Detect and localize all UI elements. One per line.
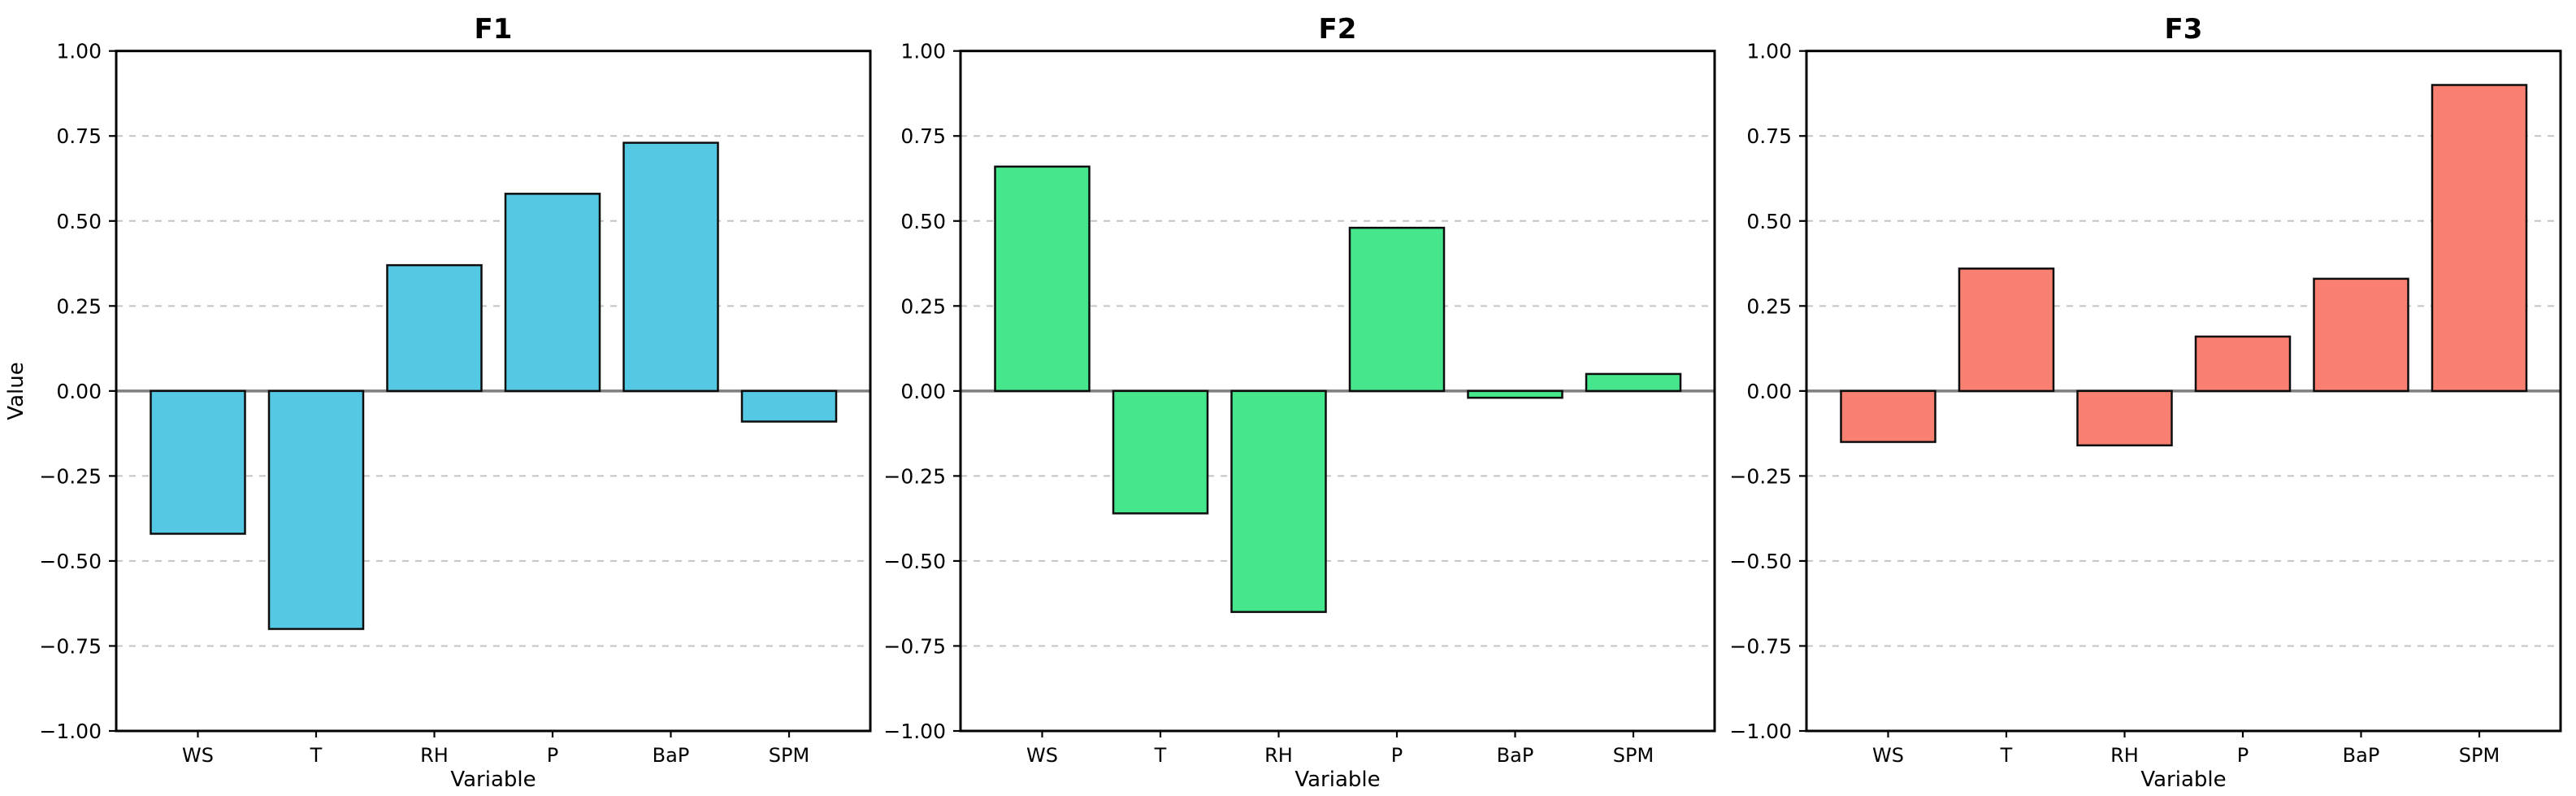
y-tick-label: 0.25 — [1746, 294, 1792, 318]
y-tick-label: −0.50 — [883, 550, 946, 573]
x-tick-label: T — [310, 744, 323, 767]
bar-spm — [1585, 372, 1682, 393]
bar-rh — [1230, 389, 1327, 613]
x-tick-label: BaP — [2343, 744, 2380, 767]
chart-panel-f1: F1 Variable Value 1.00 0.75 0.50 0.25 0.00 −0… — [4, 13, 872, 792]
x-tick-label: SPM — [2459, 744, 2500, 767]
y-tick-label: 0.00 — [900, 380, 946, 403]
x-axis-label: Variable — [450, 768, 536, 792]
bar-bap — [1467, 389, 1563, 399]
bar-rh — [386, 263, 483, 393]
y-tick-label: 0.50 — [1746, 210, 1792, 233]
x-axis-label: Variable — [1295, 768, 1380, 792]
y-tick-label: 0.25 — [900, 294, 946, 318]
x-tick-label: RH — [420, 744, 449, 767]
y-tick-label: −0.25 — [39, 464, 102, 488]
plot-area: 1.00 0.75 0.50 0.25 0.00 −0.25 −0.50 −0.75 −1.00… — [39, 40, 872, 767]
chart-panel-f3: F3 Variable 1.00 0.75 0.50 0.25 0.00 −0.25 −0.… — [1729, 13, 2562, 792]
y-tick-label: −1.00 — [1729, 720, 1792, 743]
bar-spm — [740, 389, 838, 423]
y-tick-label: 0.50 — [56, 210, 102, 233]
bar-bap — [622, 141, 719, 393]
chart-title: F3 — [2165, 13, 2203, 46]
y-tick-label: −0.50 — [1729, 550, 1792, 573]
bar-bap — [2313, 277, 2409, 393]
y-tick-label: 0.25 — [56, 294, 102, 318]
bar-p — [504, 193, 601, 393]
x-tick-label: BaP — [1497, 744, 1534, 767]
bar-ws — [1840, 389, 1936, 443]
x-tick-label: P — [1391, 744, 1403, 767]
x-tick-label: RH — [1264, 744, 1293, 767]
y-tick-label: −0.75 — [883, 634, 946, 658]
x-tick-label: T — [2000, 744, 2013, 767]
y-tick-label: −0.25 — [883, 464, 946, 488]
chart-title: F1 — [475, 13, 513, 46]
y-tick-label: 0.50 — [900, 210, 946, 233]
x-tick-label: P — [547, 744, 558, 767]
x-tick-label: WS — [1026, 744, 1058, 767]
y-tick-label: −0.50 — [39, 550, 102, 573]
y-tick-label: −0.75 — [39, 634, 102, 658]
bar-ws — [150, 389, 246, 535]
bar-spm — [2431, 84, 2528, 393]
bar-ws — [994, 165, 1091, 393]
chart-title: F2 — [1319, 13, 1357, 46]
y-tick-label: 0.00 — [56, 380, 102, 403]
y-tick-label: 0.00 — [1746, 380, 1792, 403]
y-tick-label: 0.75 — [56, 124, 102, 148]
y-tick-label: −1.00 — [39, 720, 102, 743]
x-tick-label: WS — [182, 744, 214, 767]
bar-t — [267, 389, 365, 630]
x-tick-label: SPM — [769, 744, 809, 767]
y-tick-label: 0.75 — [900, 124, 946, 148]
bar-t — [1958, 268, 2055, 393]
x-tick-label: P — [2237, 744, 2249, 767]
y-tick-label: −0.75 — [1729, 634, 1792, 658]
y-tick-label: 0.75 — [1746, 124, 1792, 148]
x-axis-label: Variable — [2140, 768, 2226, 792]
plot-area: 1.00 0.75 0.50 0.25 0.00 −0.25 −0.50 −0.75 −1.00… — [883, 40, 1716, 767]
y-axis-label: Value — [4, 362, 28, 420]
x-tick-label: SPM — [1613, 744, 1654, 767]
x-tick-label: WS — [1872, 744, 1904, 767]
x-tick-label: T — [1154, 744, 1167, 767]
bar-rh — [2076, 389, 2173, 447]
y-tick-label: 1.00 — [900, 40, 946, 63]
bar-t — [1112, 389, 1209, 515]
plot-area: 1.00 0.75 0.50 0.25 0.00 −0.25 −0.50 −0.75 −1.00… — [1729, 40, 2562, 767]
x-tick-label: RH — [2110, 744, 2139, 767]
x-tick-label: BaP — [653, 744, 690, 767]
y-tick-label: 1.00 — [56, 40, 102, 63]
y-tick-label: −1.00 — [883, 720, 946, 743]
y-tick-label: 1.00 — [1746, 40, 1792, 63]
bar-p — [2194, 335, 2292, 393]
y-tick-label: −0.25 — [1729, 464, 1792, 488]
chart-panel-f2: F2 Variable 1.00 0.75 0.50 0.25 0.00 −0.25 −0.… — [883, 13, 1716, 792]
bar-p — [1348, 226, 1446, 393]
